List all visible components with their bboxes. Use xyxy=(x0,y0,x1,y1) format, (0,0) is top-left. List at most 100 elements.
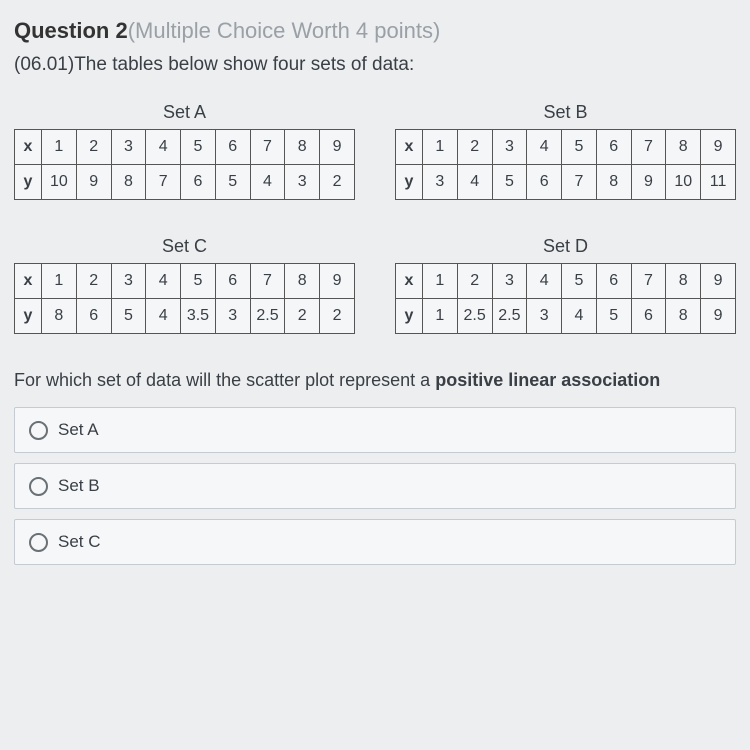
cell: 5 xyxy=(181,264,216,299)
cell: 7 xyxy=(250,130,285,165)
prompt-bold: positive linear association xyxy=(435,370,660,390)
choice-label: Set C xyxy=(58,532,101,552)
cell: 10 xyxy=(666,165,701,200)
cell: 1 xyxy=(423,130,458,165)
set-a-table: x 1 2 3 4 5 6 7 8 9 y 10 9 8 7 6 5 4 3 xyxy=(14,129,355,200)
tables-row-1: Set A x 1 2 3 4 5 6 7 8 9 y 10 9 8 7 6 xyxy=(14,102,736,200)
cell: 8 xyxy=(42,299,77,334)
y-header: y xyxy=(396,299,423,334)
set-a-block: Set A x 1 2 3 4 5 6 7 8 9 y 10 9 8 7 6 xyxy=(14,102,355,200)
cell: 7 xyxy=(631,264,666,299)
cell: 2 xyxy=(76,264,111,299)
table-row: y 3 4 5 6 7 8 9 10 11 xyxy=(396,165,736,200)
choice-set-a[interactable]: Set A xyxy=(14,407,736,453)
cell: 6 xyxy=(215,130,250,165)
cell: 2 xyxy=(320,165,355,200)
cell: 8 xyxy=(285,264,320,299)
cell: 1 xyxy=(423,264,458,299)
cell: 2 xyxy=(457,130,492,165)
cell: 5 xyxy=(596,299,631,334)
cell: 9 xyxy=(76,165,111,200)
table-row: x 1 2 3 4 5 6 7 8 9 xyxy=(396,264,736,299)
cell: 4 xyxy=(527,264,562,299)
cell: 3.5 xyxy=(181,299,216,334)
cell: 3 xyxy=(423,165,458,200)
set-d-table: x 1 2 3 4 5 6 7 8 9 y 1 2.5 2.5 3 4 5 6 … xyxy=(395,263,736,334)
cell: 3 xyxy=(111,130,146,165)
prompt-text: For which set of data will the scatter p… xyxy=(14,370,435,390)
cell: 9 xyxy=(320,264,355,299)
cell: 2 xyxy=(285,299,320,334)
cell: 4 xyxy=(250,165,285,200)
cell: 9 xyxy=(701,299,736,334)
choice-set-c[interactable]: Set C xyxy=(14,519,736,565)
cell: 4 xyxy=(146,130,181,165)
cell: 5 xyxy=(111,299,146,334)
question-worth: (Multiple Choice Worth 4 points) xyxy=(128,18,441,43)
x-header: x xyxy=(396,264,423,299)
cell: 4 xyxy=(146,264,181,299)
set-b-label: Set B xyxy=(395,102,736,123)
tables-row-2: Set C x 1 2 3 4 5 6 7 8 9 y 8 6 5 4 3.5 xyxy=(14,236,736,334)
cell: 8 xyxy=(596,165,631,200)
cell: 8 xyxy=(666,264,701,299)
y-header: y xyxy=(15,165,42,200)
cell: 6 xyxy=(596,264,631,299)
set-c-table: x 1 2 3 4 5 6 7 8 9 y 8 6 5 4 3.5 3 2.5 … xyxy=(14,263,355,334)
cell: 9 xyxy=(701,264,736,299)
cell: 1 xyxy=(42,130,77,165)
cell: 7 xyxy=(250,264,285,299)
cell: 7 xyxy=(631,130,666,165)
table-row: x 1 2 3 4 5 6 7 8 9 xyxy=(396,130,736,165)
cell: 8 xyxy=(666,130,701,165)
cell: 8 xyxy=(111,165,146,200)
cell: 5 xyxy=(562,264,597,299)
cell: 9 xyxy=(320,130,355,165)
cell: 2 xyxy=(76,130,111,165)
cell: 3 xyxy=(111,264,146,299)
x-header: x xyxy=(396,130,423,165)
cell: 7 xyxy=(146,165,181,200)
choice-set-b[interactable]: Set B xyxy=(14,463,736,509)
y-header: y xyxy=(15,299,42,334)
cell: 2.5 xyxy=(457,299,492,334)
cell: 3 xyxy=(215,299,250,334)
cell: 4 xyxy=(457,165,492,200)
cell: 3 xyxy=(285,165,320,200)
cell: 5 xyxy=(492,165,527,200)
cell: 7 xyxy=(562,165,597,200)
cell: 3 xyxy=(492,130,527,165)
set-a-label: Set A xyxy=(14,102,355,123)
cell: 1 xyxy=(42,264,77,299)
cell: 3 xyxy=(492,264,527,299)
choice-label: Set B xyxy=(58,476,100,496)
radio-icon xyxy=(29,421,48,440)
cell: 2.5 xyxy=(250,299,285,334)
cell: 2.5 xyxy=(492,299,527,334)
cell: 6 xyxy=(76,299,111,334)
cell: 5 xyxy=(215,165,250,200)
x-header: x xyxy=(15,130,42,165)
cell: 6 xyxy=(631,299,666,334)
cell: 1 xyxy=(423,299,458,334)
cell: 2 xyxy=(457,264,492,299)
cell: 6 xyxy=(596,130,631,165)
cell: 6 xyxy=(181,165,216,200)
cell: 9 xyxy=(701,130,736,165)
set-c-label: Set C xyxy=(14,236,355,257)
set-d-label: Set D xyxy=(395,236,736,257)
radio-icon xyxy=(29,477,48,496)
cell: 4 xyxy=(562,299,597,334)
table-row: x 1 2 3 4 5 6 7 8 9 xyxy=(15,130,355,165)
cell: 10 xyxy=(42,165,77,200)
set-b-table: x 1 2 3 4 5 6 7 8 9 y 3 4 5 6 7 8 9 10 xyxy=(395,129,736,200)
table-row: y 8 6 5 4 3.5 3 2.5 2 2 xyxy=(15,299,355,334)
cell: 6 xyxy=(215,264,250,299)
cell: 11 xyxy=(701,165,736,200)
choice-label: Set A xyxy=(58,420,99,440)
cell: 4 xyxy=(527,130,562,165)
set-b-block: Set B x 1 2 3 4 5 6 7 8 9 y 3 4 5 6 7 xyxy=(395,102,736,200)
radio-icon xyxy=(29,533,48,552)
table-row: y 10 9 8 7 6 5 4 3 2 xyxy=(15,165,355,200)
table-row: y 1 2.5 2.5 3 4 5 6 8 9 xyxy=(396,299,736,334)
